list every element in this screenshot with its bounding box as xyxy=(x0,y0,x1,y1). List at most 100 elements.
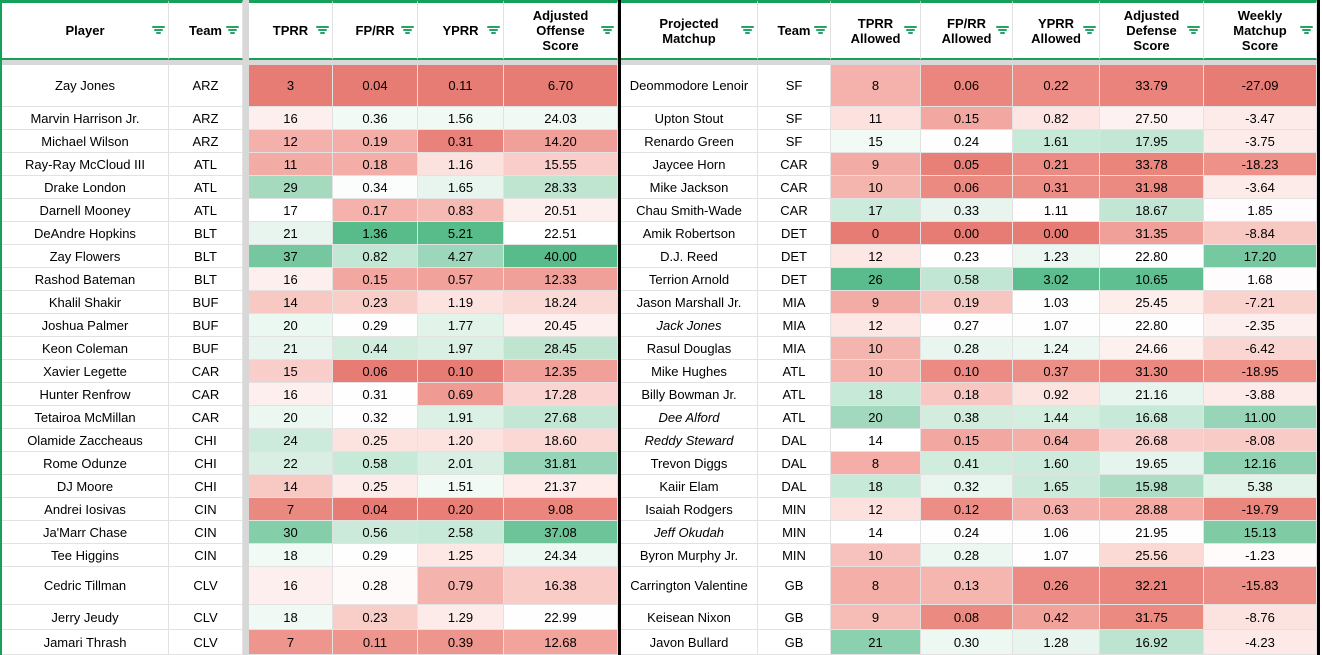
filter-icon[interactable] xyxy=(487,25,500,36)
stat-cell[interactable]: 0.29 xyxy=(333,544,418,567)
stat-cell[interactable]: 15.13 xyxy=(1204,521,1317,544)
stat-cell[interactable]: 1.65 xyxy=(1013,475,1100,498)
stat-cell[interactable]: 0.37 xyxy=(1013,360,1100,383)
stat-cell[interactable]: 18 xyxy=(249,544,333,567)
stat-cell[interactable]: 5.21 xyxy=(418,222,504,245)
col-header-tprr-allowed[interactable]: TPRR Allowed xyxy=(831,0,921,60)
stat-cell[interactable]: -4.23 xyxy=(1204,630,1317,655)
matchup-name-cell[interactable]: Deommodore Lenoir xyxy=(621,65,758,107)
team-cell[interactable]: DAL xyxy=(758,429,831,452)
player-name-cell[interactable]: Darnell Mooney xyxy=(2,199,169,222)
stat-cell[interactable]: 1.24 xyxy=(1013,337,1100,360)
stat-cell[interactable]: 14 xyxy=(831,521,921,544)
stat-cell[interactable]: 12 xyxy=(831,498,921,521)
col-header-yprr[interactable]: YPRR xyxy=(418,0,504,60)
stat-cell[interactable]: 1.28 xyxy=(1013,630,1100,655)
team-cell[interactable]: MIA xyxy=(758,314,831,337)
stat-cell[interactable]: 0.31 xyxy=(418,130,504,153)
col-header-fp-rr-allowed[interactable]: FP/RR Allowed xyxy=(921,0,1013,60)
team-cell[interactable]: SF xyxy=(758,65,831,107)
stat-cell[interactable]: 1.61 xyxy=(1013,130,1100,153)
player-name-cell[interactable]: Ja'Marr Chase xyxy=(2,521,169,544)
col-header-fp-rr[interactable]: FP/RR xyxy=(333,0,418,60)
stat-cell[interactable]: 21 xyxy=(249,337,333,360)
stat-cell[interactable]: 1.68 xyxy=(1204,268,1317,291)
stat-cell[interactable]: 21.37 xyxy=(504,475,618,498)
stat-cell[interactable]: 27.68 xyxy=(504,406,618,429)
stat-cell[interactable]: 12 xyxy=(831,314,921,337)
matchup-name-cell[interactable]: D.J. Reed xyxy=(621,245,758,268)
team-cell[interactable]: CIN xyxy=(169,498,243,521)
stat-cell[interactable]: 12.33 xyxy=(504,268,618,291)
stat-cell[interactable]: 25.56 xyxy=(1100,544,1204,567)
stat-cell[interactable]: 1.51 xyxy=(418,475,504,498)
stat-cell[interactable]: -19.79 xyxy=(1204,498,1317,521)
player-name-cell[interactable]: Jerry Jeudy xyxy=(2,605,169,630)
stat-cell[interactable]: 24.03 xyxy=(504,107,618,130)
team-cell[interactable]: ATL xyxy=(169,153,243,176)
stat-cell[interactable]: 21.95 xyxy=(1100,521,1204,544)
stat-cell[interactable]: 25.45 xyxy=(1100,291,1204,314)
stat-cell[interactable]: -8.08 xyxy=(1204,429,1317,452)
matchup-name-cell[interactable]: Carrington Valentine xyxy=(621,567,758,605)
stat-cell[interactable]: 0.00 xyxy=(1013,222,1100,245)
stat-cell[interactable]: 2.01 xyxy=(418,452,504,475)
stat-cell[interactable]: 26.68 xyxy=(1100,429,1204,452)
stat-cell[interactable]: 40.00 xyxy=(504,245,618,268)
stat-cell[interactable]: 0.63 xyxy=(1013,498,1100,521)
stat-cell[interactable]: 15 xyxy=(831,130,921,153)
stat-cell[interactable]: -7.21 xyxy=(1204,291,1317,314)
team-cell[interactable]: CAR xyxy=(758,199,831,222)
stat-cell[interactable]: 32.21 xyxy=(1100,567,1204,605)
stat-cell[interactable]: 22.80 xyxy=(1100,314,1204,337)
team-cell[interactable]: MIN xyxy=(758,544,831,567)
stat-cell[interactable]: 0.12 xyxy=(921,498,1013,521)
stat-cell[interactable]: 0.11 xyxy=(333,630,418,655)
team-cell[interactable]: MIA xyxy=(758,337,831,360)
stat-cell[interactable]: 0.22 xyxy=(1013,65,1100,107)
team-cell[interactable]: CHI xyxy=(169,452,243,475)
stat-cell[interactable]: 18.67 xyxy=(1100,199,1204,222)
filter-icon[interactable] xyxy=(152,25,165,36)
stat-cell[interactable]: 1.91 xyxy=(418,406,504,429)
team-cell[interactable]: CHI xyxy=(169,475,243,498)
stat-cell[interactable]: -3.88 xyxy=(1204,383,1317,406)
col-header-adjusted-defense-score[interactable]: Adjusted Defense Score xyxy=(1100,0,1204,60)
stat-cell[interactable]: 12.68 xyxy=(504,630,618,655)
stat-cell[interactable]: 16.68 xyxy=(1100,406,1204,429)
stat-cell[interactable]: 27.50 xyxy=(1100,107,1204,130)
stat-cell[interactable]: 11 xyxy=(249,153,333,176)
stat-cell[interactable]: 0.29 xyxy=(333,314,418,337)
stat-cell[interactable]: 20 xyxy=(831,406,921,429)
stat-cell[interactable]: 1.97 xyxy=(418,337,504,360)
stat-cell[interactable]: 0.32 xyxy=(921,475,1013,498)
player-name-cell[interactable]: Drake London xyxy=(2,176,169,199)
stat-cell[interactable]: 0.26 xyxy=(1013,567,1100,605)
stat-cell[interactable]: 0.17 xyxy=(333,199,418,222)
stat-cell[interactable]: 12.35 xyxy=(504,360,618,383)
player-name-cell[interactable]: Andrei Iosivas xyxy=(2,498,169,521)
matchup-name-cell[interactable]: Upton Stout xyxy=(621,107,758,130)
stat-cell[interactable]: 17 xyxy=(831,199,921,222)
team-cell[interactable]: MIN xyxy=(758,521,831,544)
stat-cell[interactable]: 0.24 xyxy=(921,521,1013,544)
matchup-name-cell[interactable]: Terrion Arnold xyxy=(621,268,758,291)
stat-cell[interactable]: -18.95 xyxy=(1204,360,1317,383)
stat-cell[interactable]: 0.82 xyxy=(333,245,418,268)
filter-icon[interactable] xyxy=(1083,25,1096,36)
stat-cell[interactable]: 0.11 xyxy=(418,65,504,107)
stat-cell[interactable]: 18 xyxy=(831,475,921,498)
team-cell[interactable]: CHI xyxy=(169,429,243,452)
stat-cell[interactable]: 0.25 xyxy=(333,475,418,498)
stat-cell[interactable]: 0.06 xyxy=(921,176,1013,199)
stat-cell[interactable]: 1.16 xyxy=(418,153,504,176)
stat-cell[interactable]: 0.58 xyxy=(921,268,1013,291)
stat-cell[interactable]: 0.34 xyxy=(333,176,418,199)
team-cell[interactable]: ARZ xyxy=(169,65,243,107)
player-name-cell[interactable]: Khalil Shakir xyxy=(2,291,169,314)
matchup-name-cell[interactable]: Renardo Green xyxy=(621,130,758,153)
stat-cell[interactable]: 0.25 xyxy=(333,429,418,452)
stat-cell[interactable]: 0.24 xyxy=(921,130,1013,153)
team-cell[interactable]: DAL xyxy=(758,475,831,498)
stat-cell[interactable]: 8 xyxy=(831,452,921,475)
